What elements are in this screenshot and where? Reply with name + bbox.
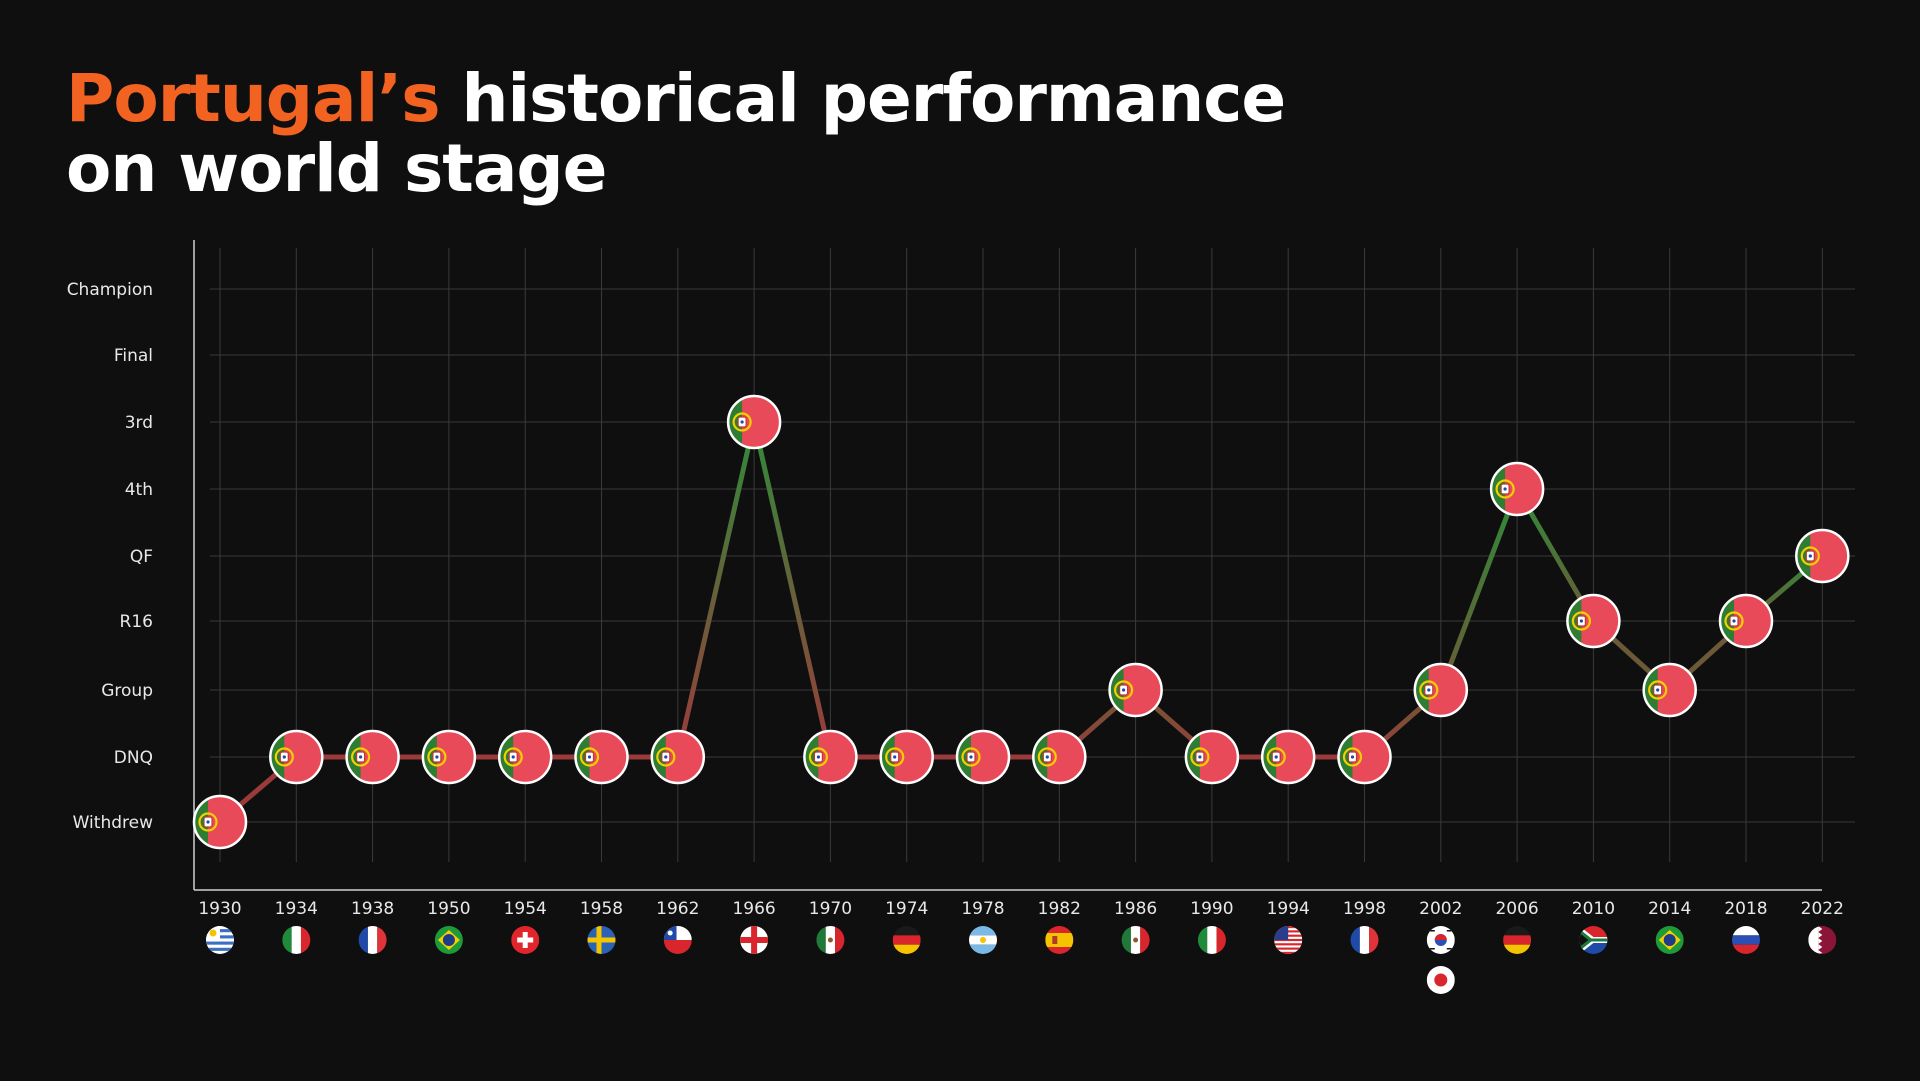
x-axis-labels: 1930 1934 1938 1950 1954 1958 1962 1966 1970 1974… xyxy=(198,899,1844,919)
germany-flag-icon xyxy=(1503,926,1532,954)
russia-flag-icon xyxy=(1732,926,1760,954)
x-tick-label-1990: 1990 xyxy=(1190,899,1233,919)
x-tick-label-1986: 1986 xyxy=(1114,899,1157,919)
argentina-flag-icon xyxy=(969,926,997,954)
marker-1978 xyxy=(955,729,1011,785)
axes xyxy=(193,240,1822,891)
y-tick-label-3rd: 3rd xyxy=(125,413,153,433)
brazil-flag-icon xyxy=(1655,926,1684,954)
mexico-flag-icon xyxy=(1121,926,1150,954)
italy-flag-icon xyxy=(282,926,311,954)
chart-title: Portugal’s historical performance on wor… xyxy=(66,64,1286,207)
x-tick-label-1938: 1938 xyxy=(351,899,394,919)
y-axis-labels: Withdrew DNQ Group R16 QF 4th 3rd Final Champion xyxy=(67,280,153,833)
marker-2022 xyxy=(1795,528,1850,584)
x-tick-label-2014: 2014 xyxy=(1648,899,1691,919)
marker-2018 xyxy=(1718,593,1774,649)
x-tick-label-2018: 2018 xyxy=(1724,899,1767,919)
x-tick-label-1966: 1966 xyxy=(732,899,775,919)
marker-1986 xyxy=(1108,662,1163,718)
x-tick-label-1930: 1930 xyxy=(198,899,241,919)
x-tick-label-2002: 2002 xyxy=(1419,899,1462,919)
south-africa-flag-icon xyxy=(1579,926,1608,954)
y-tick-label-group: Group xyxy=(101,681,153,701)
marker-1950 xyxy=(421,729,477,785)
x-tick-label-1994: 1994 xyxy=(1267,899,1310,919)
x-tick-label-2006: 2006 xyxy=(1495,899,1538,919)
marker-1930 xyxy=(192,794,248,850)
x-tick-label-2010: 2010 xyxy=(1572,899,1615,919)
marker-1954 xyxy=(497,729,553,785)
x-tick-label-1998: 1998 xyxy=(1343,899,1386,919)
x-tick-label-1958: 1958 xyxy=(580,899,623,919)
usa-flag-icon xyxy=(1274,926,1303,954)
chile-flag-icon xyxy=(663,926,692,954)
line-segment-1962-1966 xyxy=(675,419,757,760)
x-tick-label-1934: 1934 xyxy=(275,899,318,919)
sweden-flag-icon xyxy=(587,926,616,954)
germany-flag-icon xyxy=(892,926,921,954)
y-tick-label-withdrew: Withdrew xyxy=(73,813,153,833)
host-flags xyxy=(206,926,1837,994)
marker-1958 xyxy=(574,729,629,785)
england-flag-icon xyxy=(740,926,769,954)
y-tick-label-qf: QF xyxy=(130,547,153,567)
south-korea-flag-icon xyxy=(1426,926,1455,954)
y-tick-label-dnq: DNQ xyxy=(114,748,153,768)
x-tick-label-1954: 1954 xyxy=(504,899,547,919)
marker-1934 xyxy=(269,729,324,785)
title-line-1: Portugal’s historical performance xyxy=(66,64,1286,134)
x-tick-label-2022: 2022 xyxy=(1801,899,1844,919)
mexico-flag-icon xyxy=(816,926,845,954)
x-tick-label-1978: 1978 xyxy=(961,899,1004,919)
marker-2014 xyxy=(1642,662,1697,718)
title-rest: historical performance xyxy=(439,60,1287,137)
brazil-flag-icon xyxy=(434,926,463,954)
qatar-flag-icon xyxy=(1808,926,1837,954)
marker-2002 xyxy=(1413,662,1469,718)
series-markers xyxy=(192,394,1850,850)
marker-1994 xyxy=(1260,729,1316,785)
title-line-2: on world stage xyxy=(66,130,607,207)
y-tick-label-champion: Champion xyxy=(67,280,153,300)
france-flag-icon xyxy=(1350,926,1379,954)
marker-2010 xyxy=(1566,593,1621,649)
y-tick-label-final: Final xyxy=(114,346,153,366)
line-segment-1966-1970 xyxy=(751,419,833,760)
marker-1962 xyxy=(650,729,706,785)
uruguay-flag-icon xyxy=(206,926,234,954)
line-segment-2002-2006 xyxy=(1438,486,1520,693)
x-tick-label-1974: 1974 xyxy=(885,899,928,919)
japan-flag-icon xyxy=(1426,966,1455,994)
x-tick-label-1970: 1970 xyxy=(809,899,852,919)
switzerland-flag-icon xyxy=(511,926,540,954)
marker-1998 xyxy=(1337,729,1392,785)
title-accent: Portugal’s xyxy=(66,60,441,137)
marker-1990 xyxy=(1184,729,1240,785)
italy-flag-icon xyxy=(1197,926,1226,954)
marker-1966 xyxy=(726,394,782,450)
x-tick-label-1962: 1962 xyxy=(656,899,699,919)
spain-flag-icon xyxy=(1045,926,1074,954)
marker-2006 xyxy=(1489,461,1545,517)
marker-1974 xyxy=(879,729,934,785)
marker-1982 xyxy=(1032,729,1087,785)
france-flag-icon xyxy=(358,926,387,954)
y-tick-label-r16: R16 xyxy=(120,612,153,632)
x-tick-label-1982: 1982 xyxy=(1038,899,1081,919)
marker-1938 xyxy=(345,729,400,785)
marker-1970 xyxy=(803,729,858,785)
y-tick-label-4th: 4th xyxy=(125,480,153,500)
x-tick-label-1950: 1950 xyxy=(427,899,470,919)
